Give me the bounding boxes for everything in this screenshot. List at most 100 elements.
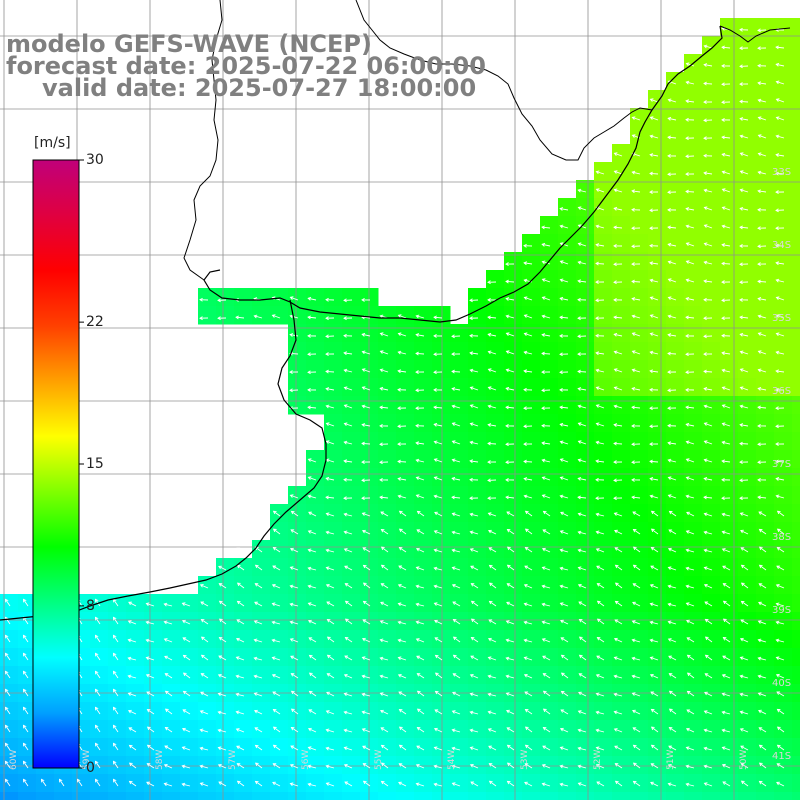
wind-arrow — [325, 512, 335, 517]
wind-speed-cell — [324, 720, 343, 739]
wind-arrow — [650, 510, 659, 517]
wind-speed-cell — [378, 594, 397, 613]
wind-arrow — [289, 370, 299, 374]
wind-speed-cell — [126, 738, 145, 757]
wind-speed-cell — [684, 198, 703, 217]
wind-arrow — [775, 226, 785, 231]
wind-speed-cell — [558, 630, 577, 649]
wind-speed-cell — [468, 594, 487, 613]
wind-speed-cell — [774, 648, 793, 667]
wind-arrow — [559, 566, 569, 571]
wind-arrow — [415, 388, 425, 393]
wind-speed-cell — [90, 774, 109, 793]
wind-arrow — [488, 619, 497, 625]
wind-arrow — [542, 727, 551, 733]
wind-speed-cell — [594, 414, 613, 433]
wind-speed-cell — [612, 594, 631, 613]
wind-speed-cell — [162, 630, 181, 649]
wind-speed-cell — [720, 90, 739, 109]
wind-arrow — [578, 618, 587, 625]
wind-arrow — [740, 564, 749, 571]
wind-arrow — [343, 496, 353, 501]
wind-arrow — [488, 745, 497, 751]
wind-arrow — [559, 746, 569, 751]
wind-arrow — [433, 476, 443, 481]
wind-speed-cell — [594, 270, 613, 289]
wind-arrow — [649, 278, 659, 283]
wind-speed-cell — [540, 738, 559, 757]
wind-speed-cell — [270, 648, 289, 667]
wind-speed-cell — [306, 630, 325, 649]
wind-speed-cell — [324, 558, 343, 577]
river-border-line — [183, 0, 791, 281]
wind-speed-cell — [738, 594, 757, 613]
wind-arrow — [577, 512, 587, 517]
wind-arrow — [577, 440, 587, 445]
wind-arrow — [524, 708, 533, 715]
wind-speed-cell — [162, 594, 181, 613]
wind-arrow — [722, 637, 731, 643]
wind-speed-cell — [774, 558, 793, 577]
wind-speed-cell — [720, 630, 739, 649]
wind-speed-cell — [792, 54, 800, 73]
wind-arrow — [631, 424, 641, 428]
wind-arrow — [22, 778, 29, 787]
wind-speed-cell — [774, 342, 793, 361]
wind-arrow — [667, 278, 677, 283]
wind-speed-cell — [522, 720, 541, 739]
wind-speed-cell — [684, 216, 703, 235]
wind-speed-cell — [216, 702, 235, 721]
wind-speed-cell — [702, 702, 721, 721]
wind-speed-cell — [774, 144, 793, 163]
wind-speed-cell — [720, 108, 739, 127]
wind-arrow — [217, 673, 227, 679]
wind-speed-cell — [0, 594, 19, 613]
wind-arrow — [721, 82, 731, 87]
wind-speed-cell — [306, 648, 325, 667]
wind-arrow — [739, 674, 749, 679]
wind-speed-cell — [414, 792, 433, 800]
wind-speed-cell — [90, 720, 109, 739]
wind-arrow — [307, 530, 317, 535]
wind-arrow — [416, 510, 425, 517]
wind-speed-cell — [720, 216, 739, 235]
wind-speed-cell — [594, 720, 613, 739]
wind-speed-cell — [738, 396, 757, 415]
wind-arrow — [757, 314, 767, 319]
wind-arrow — [740, 582, 749, 589]
wind-speed-cell — [324, 522, 343, 541]
wind-speed-cell — [504, 648, 523, 667]
wind-speed-cell — [378, 468, 397, 487]
wind-speed-cell — [648, 432, 667, 451]
wind-speed-cell — [594, 342, 613, 361]
wind-arrow — [415, 458, 425, 463]
wind-speed-cell — [90, 630, 109, 649]
wind-speed-cell — [504, 432, 523, 451]
wind-speed-cell — [378, 486, 397, 505]
wind-speed-cell — [522, 666, 541, 685]
wind-arrow — [667, 260, 677, 265]
wind-speed-cell — [270, 540, 289, 559]
wind-speed-cell — [252, 756, 271, 775]
wind-speed-cell — [504, 666, 523, 685]
wind-arrow — [235, 315, 245, 320]
wind-speed-cell — [396, 450, 415, 469]
wind-speed-cell — [576, 612, 595, 631]
wind-speed-cell — [738, 36, 757, 55]
wind-arrow — [469, 368, 479, 373]
wind-speed-cell — [216, 666, 235, 685]
wind-speed-cell — [504, 738, 523, 757]
wind-arrow — [325, 764, 335, 769]
wind-arrow — [524, 510, 533, 517]
wind-speed-cell — [738, 756, 757, 775]
wind-arrow — [775, 98, 785, 103]
wind-arrow — [398, 528, 407, 535]
wind-arrow — [452, 618, 461, 625]
wind-speed-cell — [558, 306, 577, 325]
wind-speed-cell — [378, 630, 397, 649]
wind-speed-cell — [540, 486, 559, 505]
wind-speed-cell — [324, 432, 343, 451]
wind-arrow — [721, 530, 731, 535]
wind-arrow — [704, 654, 713, 661]
wind-arrow — [361, 404, 371, 409]
